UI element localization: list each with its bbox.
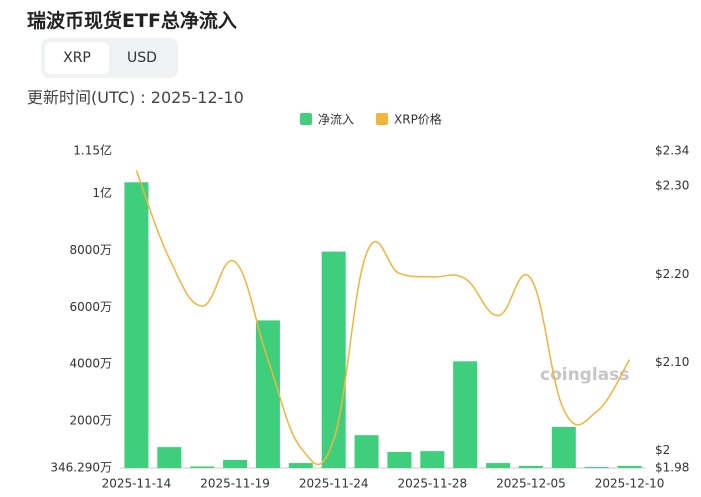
y-tick-label: 346.290万 bbox=[50, 461, 112, 475]
x-tick-label: 2025-12-05 bbox=[496, 477, 566, 491]
bar bbox=[354, 435, 379, 468]
bar bbox=[255, 320, 280, 468]
bar bbox=[157, 447, 182, 468]
x-tick-label: 2025-11-28 bbox=[397, 477, 467, 491]
bar bbox=[617, 465, 642, 468]
bar bbox=[420, 451, 445, 468]
tab[interactable]: XRP bbox=[45, 42, 109, 74]
x-tick-label: 2025-11-19 bbox=[200, 477, 270, 491]
y2-tick-label: $1.98 bbox=[655, 461, 689, 475]
price-line bbox=[135, 170, 631, 466]
bar bbox=[486, 463, 511, 468]
x-tick-label: 2025-11-14 bbox=[102, 477, 172, 491]
bar bbox=[518, 465, 543, 468]
x-tick-label: 2025-12-10 bbox=[595, 477, 665, 491]
y2-tick-label: $2 bbox=[655, 443, 670, 457]
bar bbox=[551, 426, 576, 468]
y-tick-label: 2000万 bbox=[69, 413, 112, 427]
legend-label: 净流入 bbox=[318, 113, 354, 127]
title: 瑞波币现货ETF总净流入 bbox=[27, 10, 237, 32]
bar bbox=[223, 459, 248, 468]
bar bbox=[190, 466, 215, 468]
bar bbox=[453, 361, 478, 468]
bar bbox=[321, 251, 346, 468]
y2-tick-label: $2.20 bbox=[655, 267, 689, 281]
y-tick-label: 6000万 bbox=[69, 300, 112, 314]
y2-tick-label: $2.10 bbox=[655, 355, 689, 369]
y2-tick-label: $2.30 bbox=[655, 179, 689, 193]
x-tick-label: 2025-11-24 bbox=[299, 477, 369, 491]
tab-group: XRP USD bbox=[41, 38, 178, 78]
y-tick-label: 1.15亿 bbox=[73, 143, 112, 158]
bar bbox=[387, 451, 412, 468]
updated-time: 更新时间(UTC) : 2025-12-10 bbox=[27, 88, 244, 107]
y-tick-label: 4000万 bbox=[69, 357, 112, 371]
bar bbox=[288, 463, 313, 468]
bar bbox=[584, 467, 609, 468]
legend-label: XRP价格 bbox=[394, 112, 442, 127]
y-tick-label: 1亿 bbox=[92, 185, 112, 200]
legend-swatch bbox=[300, 113, 312, 125]
y2-tick-label: $2.34 bbox=[655, 144, 689, 158]
watermark: coinglass bbox=[540, 365, 629, 385]
tab[interactable]: USD bbox=[127, 50, 157, 66]
legend-swatch bbox=[376, 113, 389, 125]
bar bbox=[124, 182, 149, 469]
y-tick-label: 8000万 bbox=[69, 243, 112, 257]
